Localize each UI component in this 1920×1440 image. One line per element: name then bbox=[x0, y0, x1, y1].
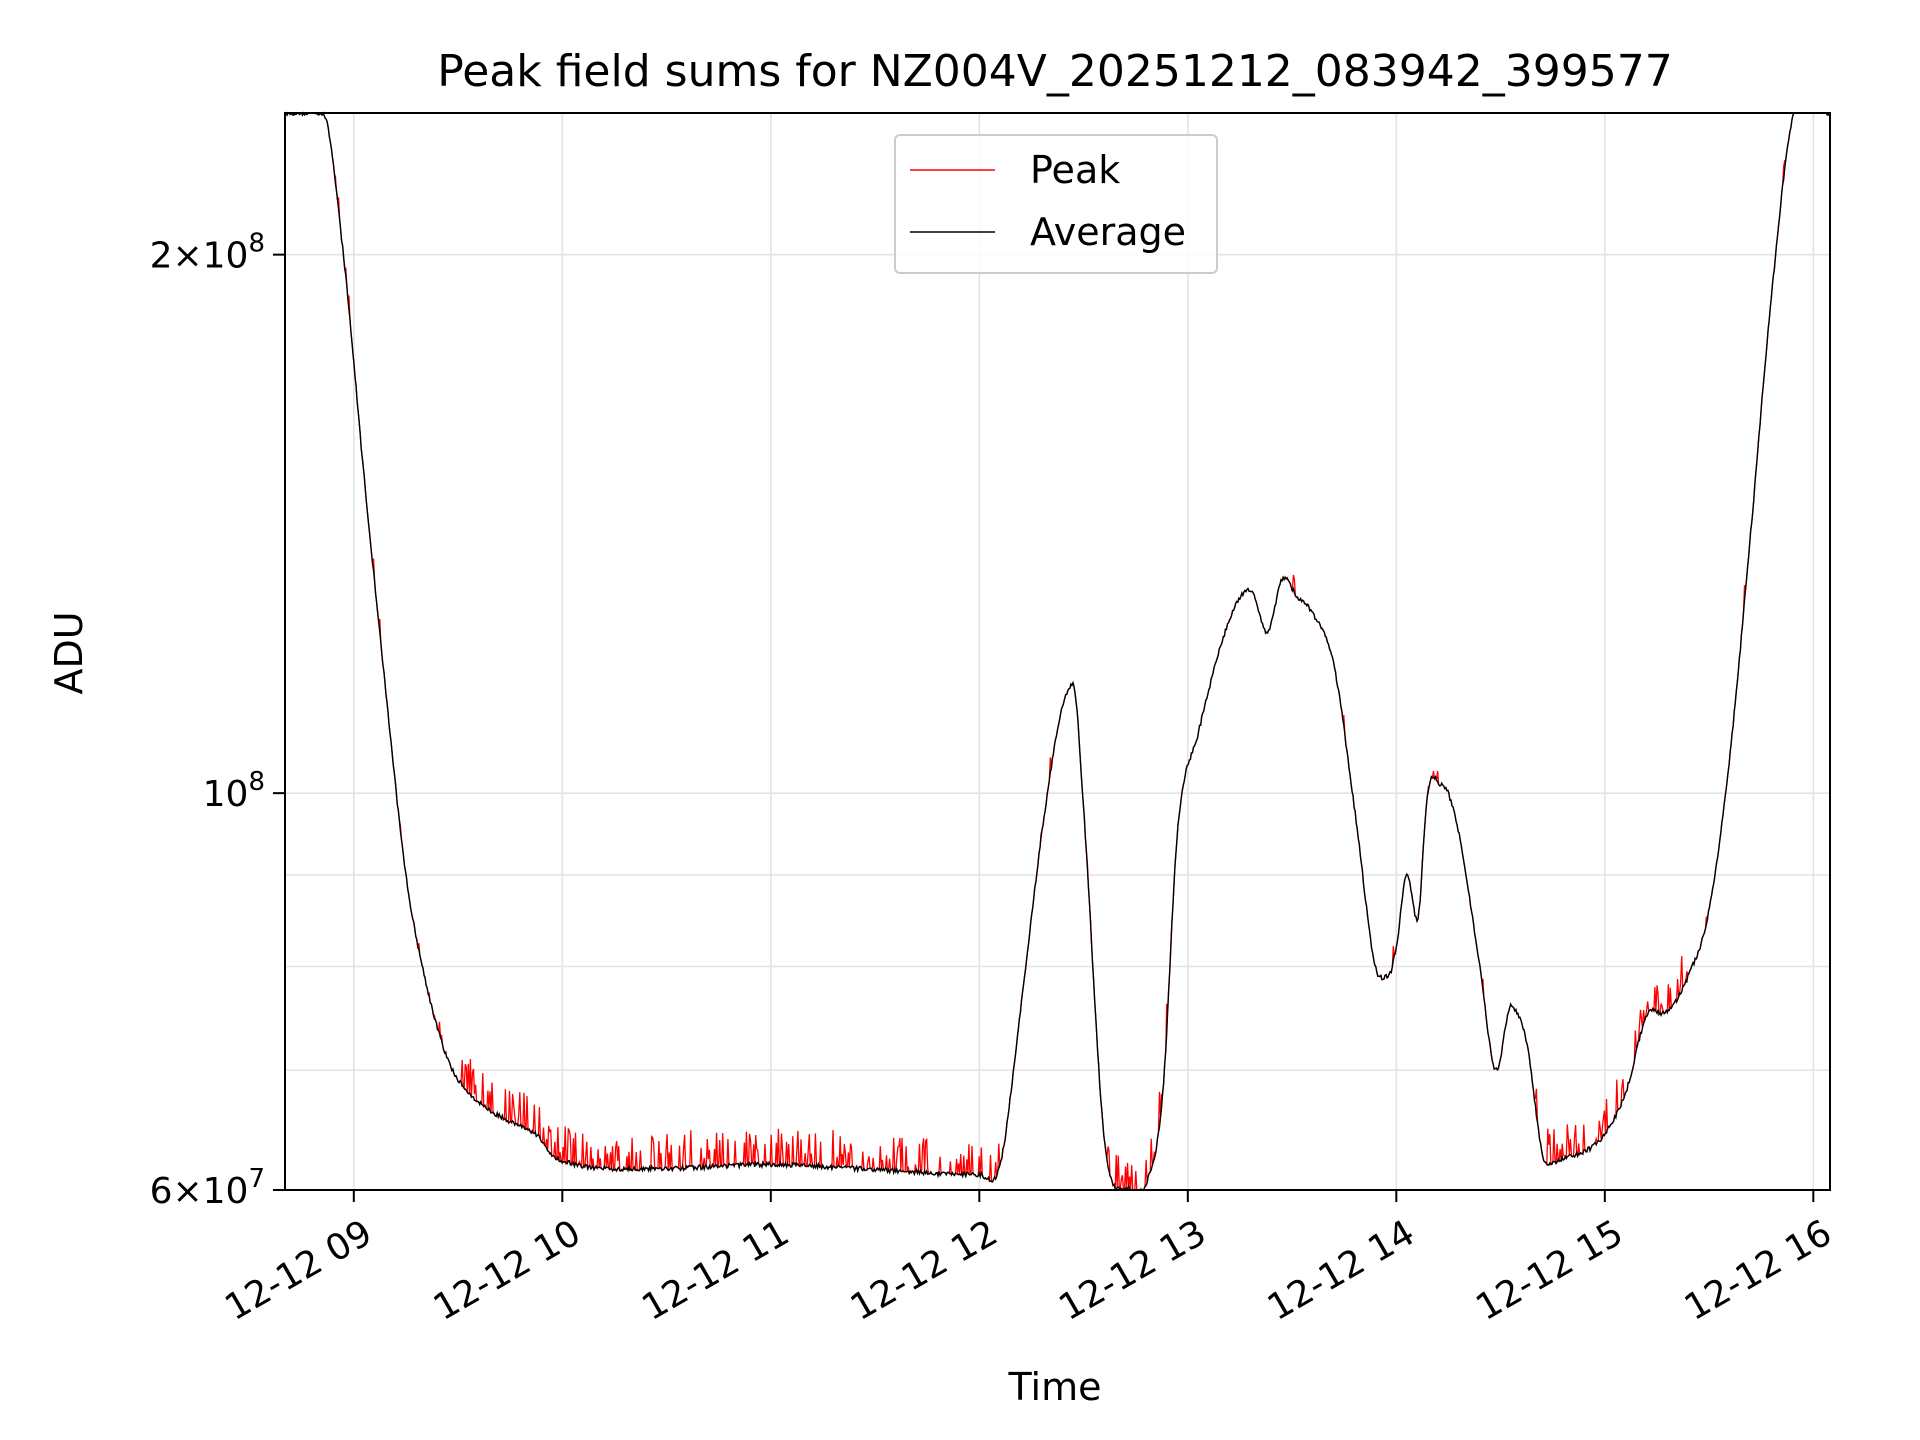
x-axis-label: Time bbox=[1008, 1365, 1102, 1409]
average-series-line bbox=[284, 111, 1831, 1192]
y-axis-label: ADU bbox=[47, 611, 91, 694]
legend: Peak Average bbox=[894, 134, 1218, 274]
chart-title: Peak field sums for NZ004V_20251212_0839… bbox=[437, 46, 1672, 97]
y-axis-ticks: 6×107 108 2×108 bbox=[150, 229, 285, 1212]
y-tick-label-2: 2×108 bbox=[150, 229, 265, 277]
series-layer bbox=[284, 111, 1831, 1192]
legend-average-label: Average bbox=[1030, 210, 1186, 254]
legend-peak-label: Peak bbox=[1030, 148, 1120, 192]
axes-frame bbox=[284, 112, 1831, 1191]
y-tick-label-0: 6×107 bbox=[150, 1164, 265, 1212]
y-tick-label-1: 108 bbox=[203, 767, 265, 815]
